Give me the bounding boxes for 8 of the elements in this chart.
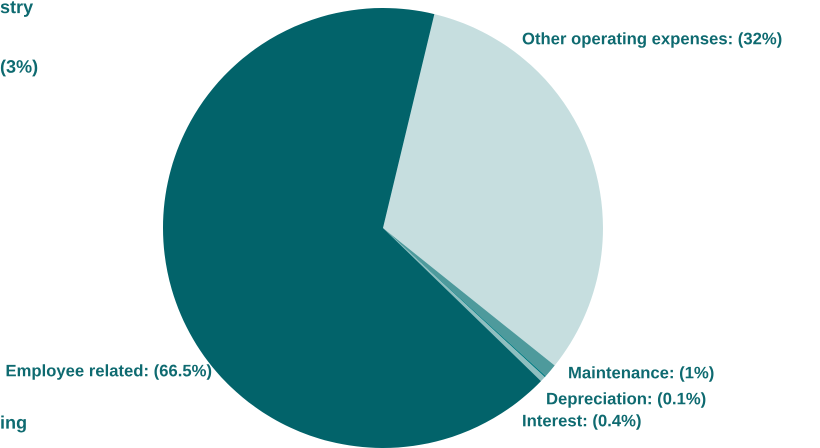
- slice-label: Maintenance: (1%): [569, 366, 714, 382]
- text: ing: [1, 416, 26, 432]
- text: (3%): [0, 60, 38, 76]
- slice-label: Interest: (0.4%): [523, 414, 641, 430]
- slice-label: Depreciation: (0.1%): [547, 392, 706, 408]
- slice-label: Employee related: (66.5%): [6, 364, 212, 380]
- slice-label: Other operating expenses: (32%): [522, 32, 782, 48]
- text: stry: [0, 1, 34, 17]
